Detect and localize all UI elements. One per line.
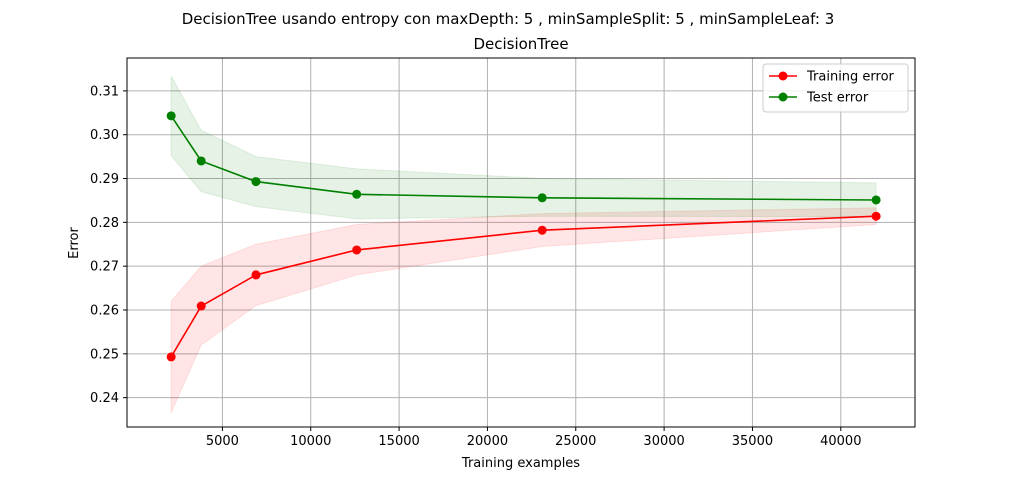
y-tick-label: 0.31	[90, 84, 119, 99]
test-error-point	[352, 189, 362, 199]
legend-marker-training-error	[778, 71, 788, 81]
y-tick-label: 0.26	[90, 303, 119, 318]
plot-frame	[126, 57, 916, 428]
legend-box	[762, 63, 909, 113]
y-tick-label: 0.25	[90, 347, 119, 362]
legend-marker-test-error	[778, 92, 788, 102]
y-tick-label: 0.28	[90, 216, 119, 231]
legend-label-test-error: Test error	[806, 91, 869, 106]
y-axis-label: Error	[67, 227, 82, 259]
training-error-band	[170, 207, 877, 413]
training-error-point	[196, 301, 206, 311]
training-error-point	[251, 270, 261, 280]
y-tick-label: 0.24	[90, 391, 119, 406]
x-tick-label: 30000	[643, 434, 684, 449]
legend-label-training-error: Training error	[806, 70, 895, 85]
x-tick-label: 20000	[467, 434, 508, 449]
y-tick-label: 0.29	[90, 172, 119, 187]
y-axis-ticks: 0.24 0.25 0.26 0.27 0.28 0.29 0.30 0.31	[90, 84, 127, 406]
y-tick-label: 0.27	[90, 260, 119, 275]
test-error-point	[196, 156, 206, 166]
training-error-point	[352, 245, 362, 255]
chart-suptitle: DecisionTree usando entropy con maxDepth…	[182, 10, 835, 28]
training-error-point	[871, 211, 881, 221]
x-tick-label: 15000	[378, 434, 419, 449]
test-error-line	[170, 115, 877, 201]
x-tick-label: 35000	[732, 434, 773, 449]
grid-lines	[127, 58, 915, 427]
confidence-bands	[170, 75, 877, 413]
test-error-point	[166, 111, 176, 121]
x-axis-label: Training examples	[461, 456, 580, 471]
x-tick-label: 25000	[555, 434, 596, 449]
test-error-point	[871, 195, 881, 205]
series-lines	[166, 111, 881, 362]
x-tick-label: 5000	[206, 434, 239, 449]
x-tick-label: 40000	[820, 434, 861, 449]
chart-title: DecisionTree	[473, 35, 568, 53]
training-error-point	[537, 225, 547, 235]
training-error-point	[166, 352, 176, 362]
legend: Training error Test error	[762, 63, 909, 113]
training-error-line	[170, 215, 877, 358]
x-tick-label: 10000	[290, 434, 331, 449]
test-error-point	[537, 193, 547, 203]
x-axis-ticks: 5000 10000 15000 20000 25000 30000 35000 40000	[206, 427, 861, 449]
y-tick-label: 0.30	[90, 128, 119, 143]
test-error-point	[251, 177, 261, 187]
